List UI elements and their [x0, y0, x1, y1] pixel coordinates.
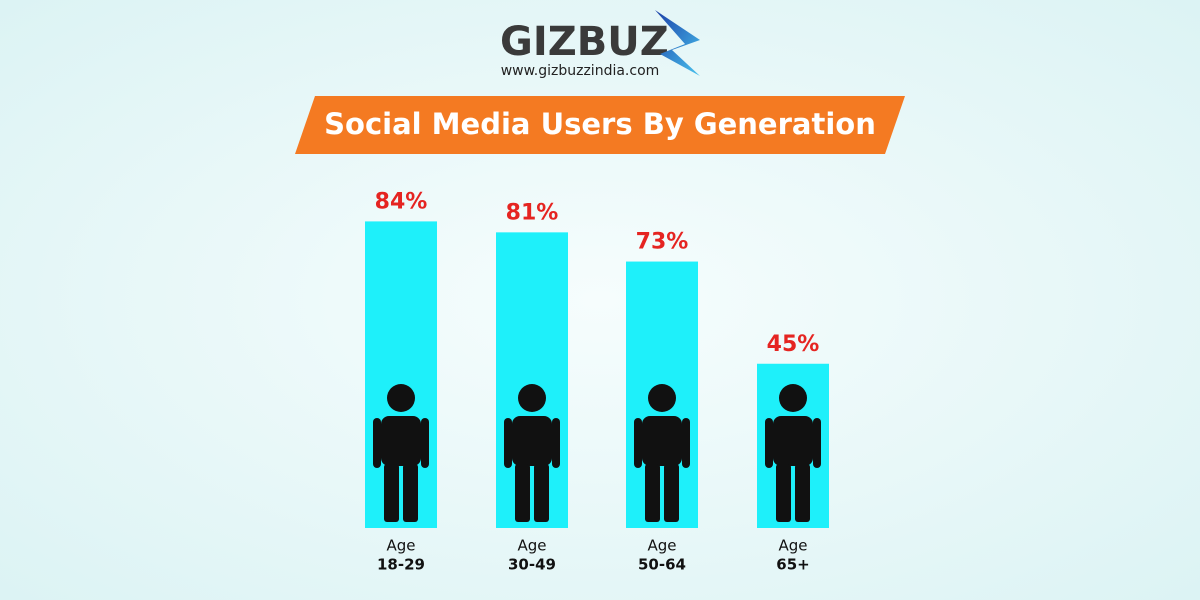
website: www.gizbuzzindia.com [501, 63, 660, 79]
x-tick-label: 50-64 [638, 556, 686, 574]
person-icon [795, 464, 810, 522]
person-icon [682, 418, 690, 468]
person-icon [515, 464, 530, 522]
person-icon [648, 384, 676, 412]
logo: GIZBUZ [500, 19, 669, 65]
person-icon [776, 464, 791, 522]
title-banner [295, 96, 905, 154]
value-label: 84% [375, 189, 428, 214]
x-tick-caption: Age [386, 537, 415, 555]
x-tick-label: 18-29 [377, 556, 425, 574]
value-label: 73% [636, 230, 689, 255]
value-label: 45% [767, 332, 820, 357]
x-tick-caption: Age [647, 537, 676, 555]
person-icon [381, 416, 421, 466]
x-tick-caption: Age [517, 537, 546, 555]
x-tick-label: 65+ [776, 556, 809, 574]
value-label: 81% [506, 200, 559, 225]
bar [365, 221, 437, 528]
bar [496, 232, 568, 528]
person-icon [504, 418, 512, 468]
person-icon [642, 416, 682, 466]
person-icon [779, 384, 807, 412]
logo-icon [655, 10, 700, 76]
person-icon [373, 418, 381, 468]
x-tick-caption: Age [778, 537, 807, 555]
person-icon [813, 418, 821, 468]
chart-title: Social Media Users By Generation [324, 107, 876, 141]
person-icon [384, 464, 399, 522]
person-icon [773, 416, 813, 466]
x-tick-label: 30-49 [508, 556, 556, 574]
person-icon [421, 418, 429, 468]
person-icon [664, 464, 679, 522]
person-icon [403, 464, 418, 522]
person-icon [645, 464, 660, 522]
person-icon [765, 418, 773, 468]
person-icon [518, 384, 546, 412]
person-icon [552, 418, 560, 468]
person-icon [387, 384, 415, 412]
person-icon [534, 464, 549, 522]
person-icon [512, 416, 552, 466]
person-icon [634, 418, 642, 468]
